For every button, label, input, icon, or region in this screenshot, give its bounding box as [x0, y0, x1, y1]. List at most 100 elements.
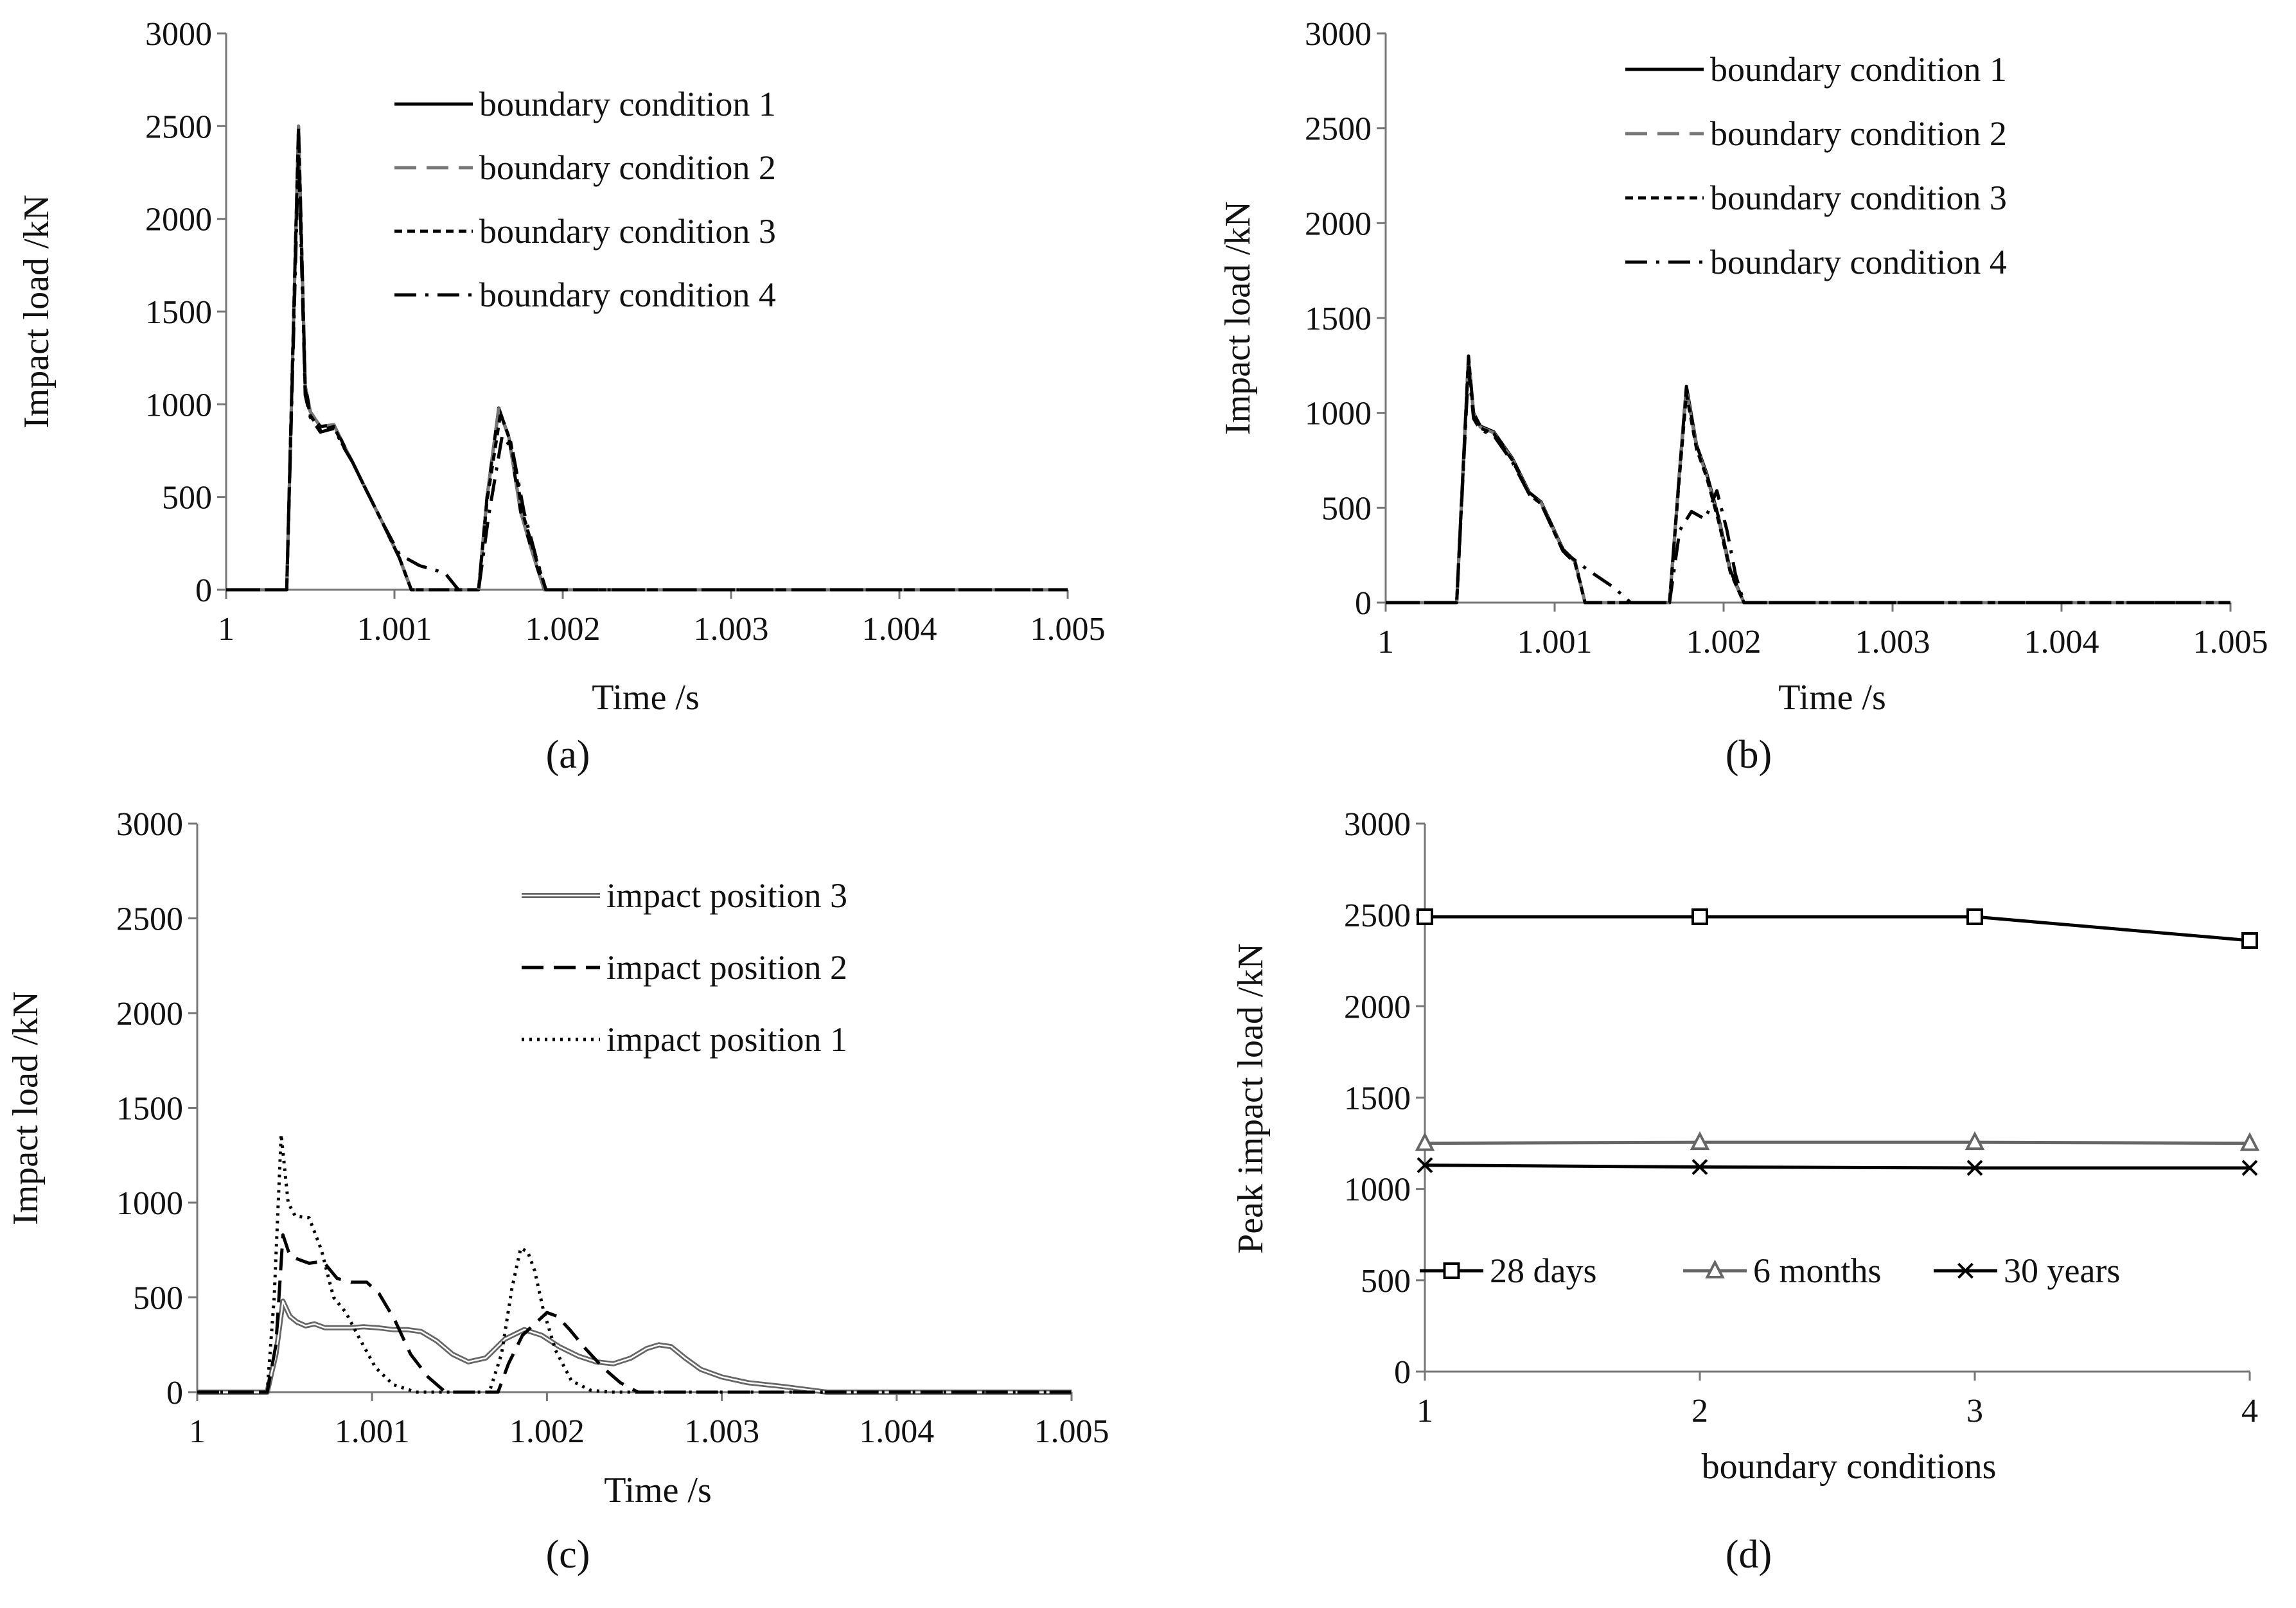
x-tick-label: 1 [1377, 624, 1394, 660]
x-tick-label: 1.005 [1030, 611, 1106, 648]
series-28-days-point [1417, 908, 1433, 926]
legend-label: boundary condition 3 [479, 212, 776, 251]
x-tick-label: 1.004 [862, 611, 937, 648]
legend: impact position 3 impact position 2 impact… [522, 876, 847, 1059]
y-tick-label: 2000 [145, 202, 212, 238]
legend-label: impact position 2 [606, 948, 847, 987]
x-tick-label: 1.004 [2024, 624, 2099, 660]
y-axis-label: Impact load /kN [17, 195, 57, 429]
y-tick-label: 3000 [145, 16, 212, 53]
y-tick-label: 2000 [1344, 989, 1411, 1025]
legend-item: impact position 3 [522, 876, 847, 915]
series-30-years-point [1417, 1157, 1433, 1174]
y-tick-label: 3000 [1305, 16, 1372, 53]
series-30-years-point [1966, 1160, 1983, 1176]
legend-label: boundary condition 4 [1710, 243, 2007, 281]
series-6-months-point [1690, 1131, 1710, 1151]
legend-label: boundary condition 2 [1710, 114, 2007, 153]
series-28-days-point [1691, 908, 1708, 926]
series-28-days-point [1966, 908, 1983, 926]
y-tick-label: 0 [1355, 585, 1372, 622]
series-boundary-condition-1-line [226, 124, 1068, 592]
series-impact-position-1-line [197, 1133, 1072, 1394]
legend-item: impact position 2 [522, 948, 847, 987]
series-boundary-condition-1-line [1386, 354, 2230, 605]
x-tick-label: 1 [189, 1413, 206, 1450]
y-axis-label: Impact load /kN [1218, 201, 1258, 435]
legend-label: impact position 3 [606, 876, 847, 915]
y-tick-label: 0 [166, 1375, 183, 1411]
legend-label: 28 days [1490, 1251, 1596, 1290]
x-tick-label: 1.004 [859, 1413, 934, 1450]
y-axis-label: Peak impact load /kN [1231, 943, 1271, 1254]
x-axis-label: Time /s [592, 678, 700, 718]
series-6-months-point [2239, 1132, 2260, 1151]
legend: boundary condition 1 boundary condition 2… [1625, 50, 2007, 281]
legend-label: boundary condition 1 [1710, 50, 2007, 89]
y-tick-label: 1000 [145, 387, 212, 423]
y-tick-label: 1000 [116, 1185, 183, 1222]
panel-label: (a) [546, 733, 590, 777]
legend-label: boundary condition 2 [479, 148, 776, 187]
x-tick-label: 1.003 [1855, 624, 1930, 660]
y-tick-label: 1500 [116, 1091, 183, 1127]
legend-item: boundary condition 4 [394, 276, 776, 314]
series-30-years-point-stroke-2 [2241, 1160, 2258, 1176]
legend: boundary condition 1 boundary condition 2… [394, 85, 776, 314]
x-tick-label: 1.001 [357, 611, 432, 648]
y-tick-label: 2500 [145, 109, 212, 145]
legend-item: boundary condition 2 [1625, 114, 2007, 153]
series-28-days-line [1425, 915, 2250, 942]
legend-swatch-marker [1705, 1259, 1725, 1278]
x-tick-label: 1.003 [684, 1413, 759, 1450]
y-tick-label: 2500 [116, 901, 183, 938]
legend-item: 6 months [1683, 1251, 1882, 1290]
chart-panel-2: 0 500 1000 1500 2000 2500 3000 1 1.001 1.002 1.003… [1218, 16, 2268, 777]
chart-panel-1: 0 500 1000 1500 2000 2500 3000 1 1.001 1.002 1.003… [17, 16, 1106, 777]
legend-item: 30 years [1934, 1251, 2120, 1290]
x-axis-label: boundary conditions [1702, 1447, 1997, 1487]
legend-swatch-marker-stroke-2 [1957, 1262, 1974, 1279]
series-boundary-condition-2-line [1386, 356, 2230, 605]
legend-label: 6 months [1753, 1251, 1882, 1290]
legend-item: boundary condition 1 [394, 85, 776, 123]
legend-item: boundary condition 3 [394, 212, 776, 251]
legend-item: 28 days [1420, 1251, 1596, 1290]
x-tick-label: 1.005 [1034, 1413, 1109, 1450]
legend-item: boundary condition 3 [1625, 179, 2007, 217]
y-axis-label: Impact load /kN [6, 991, 46, 1225]
legend: 28 days 6 months 30 years [1420, 1251, 2120, 1290]
series-boundary-condition-4-line [1386, 366, 2230, 605]
series-impact-position-2-line [197, 1233, 1072, 1394]
x-tick-label: 1.003 [694, 611, 769, 648]
y-tick-label: 0 [195, 572, 212, 609]
y-tick-label: 500 [162, 480, 212, 517]
y-tick-label: 1000 [1344, 1172, 1411, 1208]
series-30-years-point [2241, 1160, 2258, 1176]
x-tick-label: 1.001 [1517, 624, 1593, 660]
x-tick-label: 1 [1417, 1393, 1433, 1429]
y-tick-label: 500 [1361, 1263, 1411, 1300]
series-30-years-line [1424, 1163, 2250, 1170]
legend-item: boundary condition 4 [1625, 243, 2007, 281]
y-tick-label: 500 [1321, 490, 1372, 527]
panel-label: (d) [1726, 1533, 1772, 1577]
series-boundary-condition-3-line [226, 126, 1068, 592]
series-30-years-point-stroke-2 [1417, 1157, 1433, 1174]
x-tick-label: 1.002 [525, 611, 601, 648]
panel-label: (b) [1726, 733, 1772, 777]
series-30-years-point [1691, 1159, 1708, 1175]
x-tick-label: 4 [2241, 1393, 2258, 1429]
y-tick-label: 1500 [1305, 301, 1372, 337]
series-6-months-line [1424, 1140, 2250, 1145]
legend-item: boundary condition 1 [1625, 50, 2007, 89]
y-tick-label: 1500 [145, 294, 212, 331]
y-tick-label: 3000 [1344, 806, 1411, 843]
series-28-days-point [2241, 932, 2258, 949]
x-tick-label: 3 [1966, 1393, 1983, 1429]
series-30-years-point-stroke-2 [1691, 1159, 1708, 1175]
y-tick-label: 2500 [1305, 111, 1372, 148]
chart-panel-4: 0 500 1000 1500 2000 2500 3000 1 2 3 4 boundary con… [1231, 806, 2260, 1577]
x-tick-label: 1.001 [335, 1413, 410, 1450]
